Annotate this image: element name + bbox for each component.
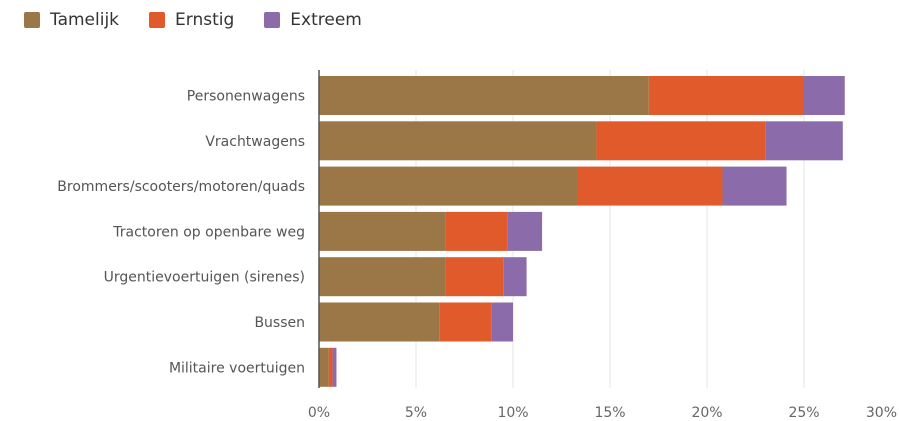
bar-segment-tamelijk — [319, 166, 578, 206]
bar-segment-ernstig — [439, 302, 492, 342]
bar-segment-ernstig — [445, 211, 508, 251]
x-tick-label: 10% — [497, 405, 528, 421]
category-label: Urgentievoertuigen (sirenes) — [104, 270, 305, 286]
bar-segment-extreem — [804, 76, 845, 115]
category-label: Personenwagens — [187, 89, 305, 105]
category-label: Vrachtwagens — [205, 134, 305, 150]
legend-swatch-ernstig — [149, 12, 166, 28]
bar-segment-ernstig — [577, 166, 723, 206]
bar-segment-tamelijk — [319, 76, 649, 115]
category-label: Militaire voertuigen — [169, 360, 305, 376]
x-tick-label: 0% — [308, 405, 330, 421]
legend-item-extreem[interactable]: Extreem — [264, 10, 362, 30]
x-tick-label: 5% — [405, 405, 427, 421]
bar-segment-extreem — [503, 257, 527, 297]
bar-segment-tamelijk — [319, 347, 329, 387]
bar-segment-extreem — [491, 302, 513, 342]
chart-legend: Tamelijk Ernstig Extreem — [0, 6, 392, 34]
bar-segment-ernstig — [328, 347, 333, 387]
legend-label-ernstig: Ernstig — [175, 10, 235, 30]
bar-segment-tamelijk — [319, 211, 446, 251]
category-label: Brommers/scooters/motoren/quads — [57, 179, 305, 195]
category-label: Bussen — [254, 315, 305, 331]
category-label: Tractoren op openbare weg — [112, 224, 305, 240]
bar-segment-ernstig — [596, 121, 766, 161]
bar-segment-extreem — [765, 121, 843, 161]
legend-swatch-extreem — [264, 12, 281, 28]
legend-label-extreem: Extreem — [290, 10, 362, 30]
legend-item-tamelijk[interactable]: Tamelijk — [24, 10, 119, 30]
x-tick-label: 25% — [788, 405, 819, 421]
legend-swatch-tamelijk — [24, 12, 40, 28]
x-tick-label: 15% — [594, 405, 625, 421]
bar-segment-tamelijk — [319, 121, 597, 161]
bar-segment-tamelijk — [319, 302, 440, 342]
x-tick-label: 20% — [691, 405, 722, 421]
bar-segment-ernstig — [445, 257, 504, 297]
bar-segment-extreem — [332, 347, 337, 387]
bar-segment-tamelijk — [319, 257, 446, 297]
legend-item-ernstig[interactable]: Ernstig — [149, 10, 234, 30]
legend-label-tamelijk: Tamelijk — [50, 10, 120, 30]
x-tick-label: 30% — [866, 405, 897, 421]
bar-segment-extreem — [722, 166, 787, 206]
bar-segment-ernstig — [648, 76, 804, 115]
bar-segment-extreem — [507, 211, 543, 251]
